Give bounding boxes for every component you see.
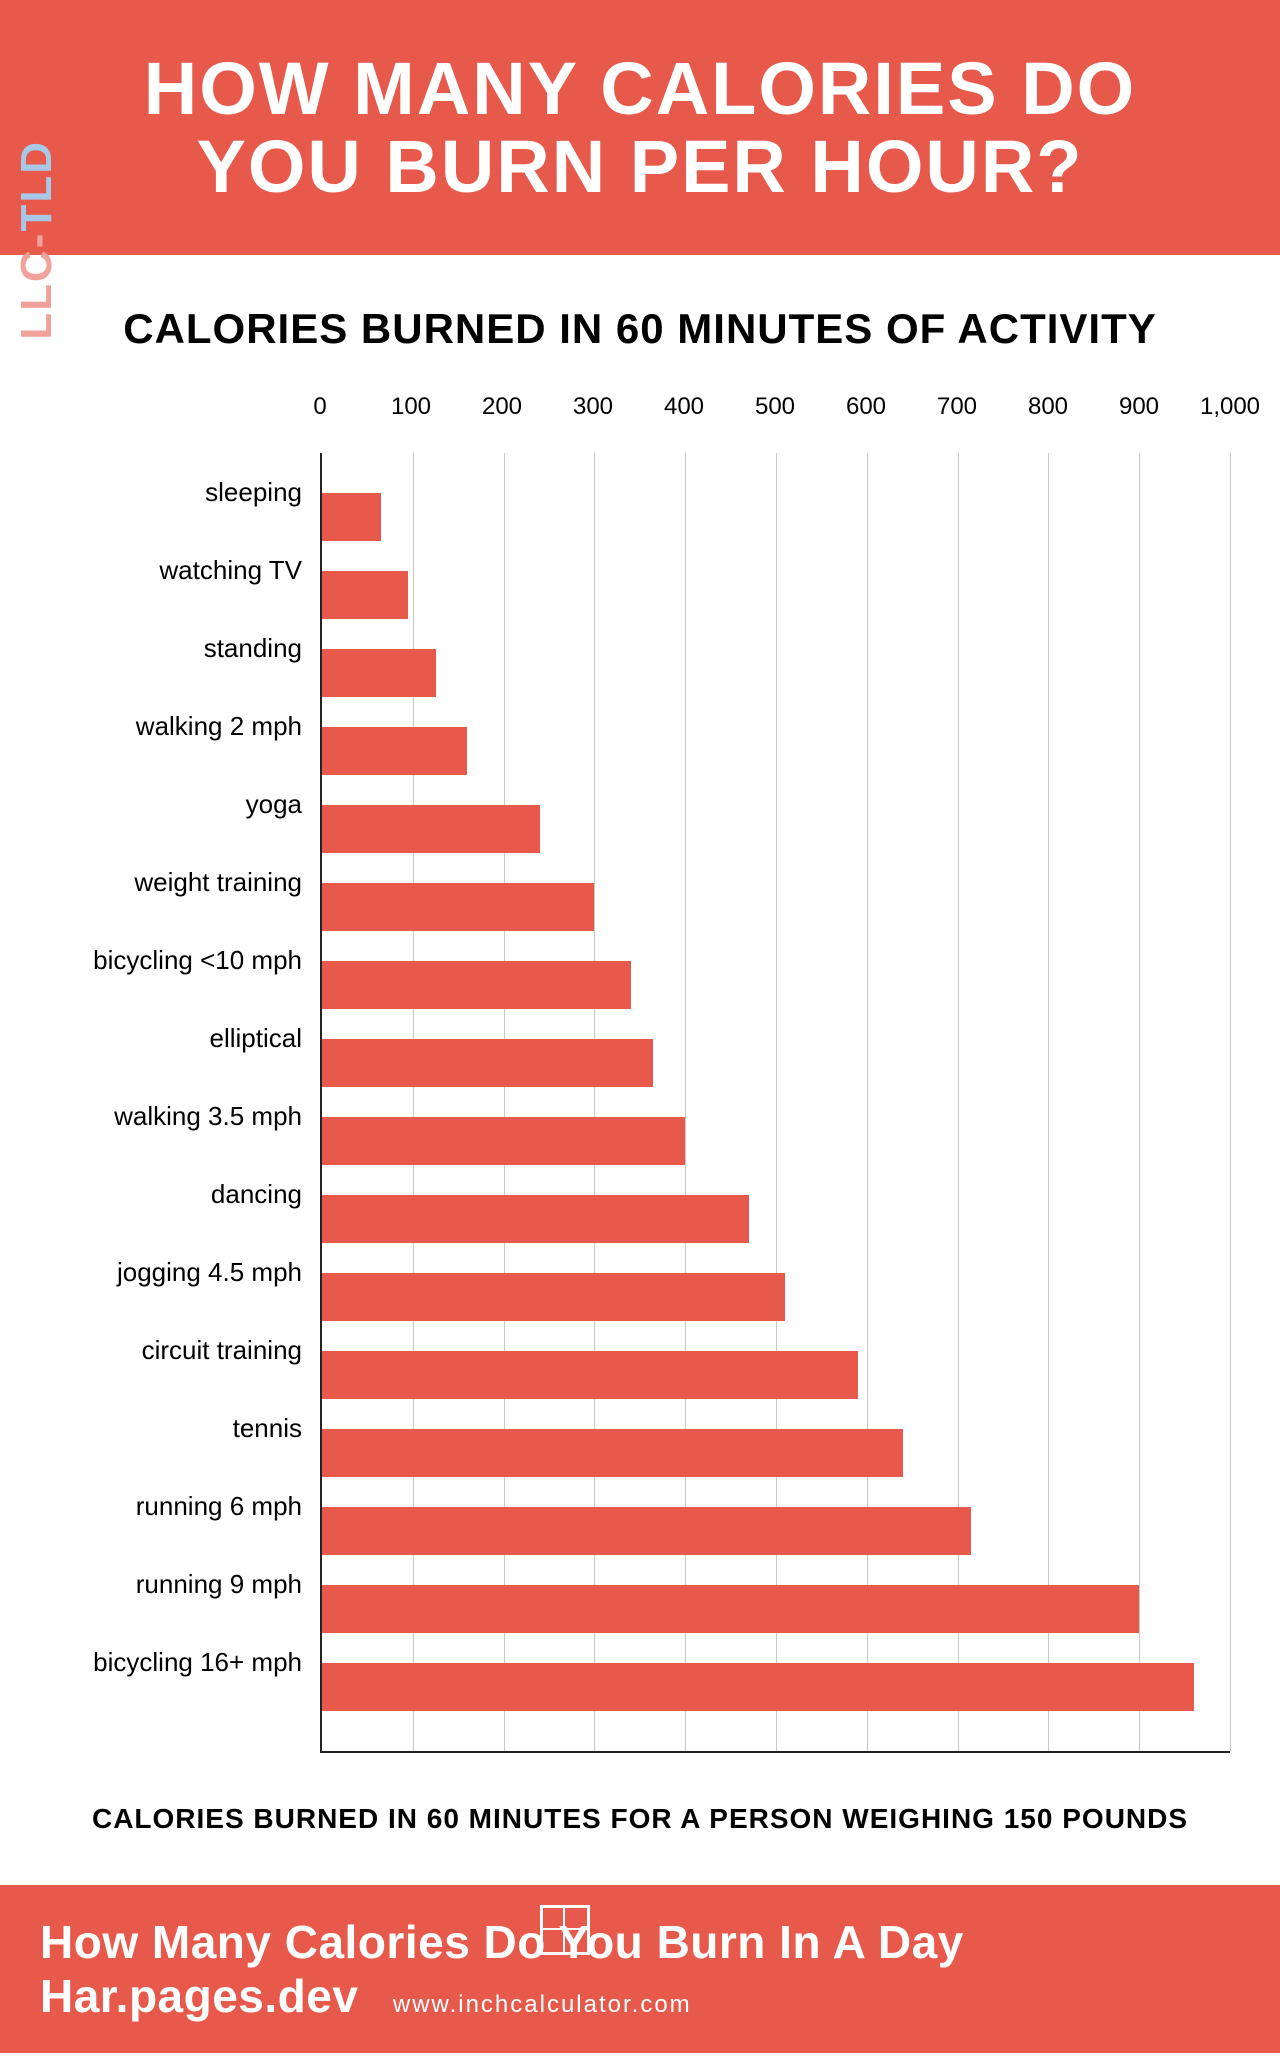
y-axis-labels: sleepingwatching TVstandingwalking 2 mph…: [50, 393, 320, 1753]
bar: [322, 1351, 858, 1399]
bar: [322, 883, 594, 931]
x-tick-label: 1,000: [1200, 393, 1260, 421]
bar: [322, 961, 631, 1009]
bar: [322, 1039, 653, 1087]
activity-label: yoga: [50, 765, 320, 843]
bar: [322, 571, 408, 619]
activity-label: walking 3.5 mph: [50, 1077, 320, 1155]
activity-label: circuit training: [50, 1311, 320, 1389]
bar-row: [322, 946, 1230, 1024]
bar-row: [322, 868, 1230, 946]
watermark-side: LLC-TLD: [12, 140, 62, 340]
bar: [322, 1273, 785, 1321]
chart-area: CALORIES BURNED IN 60 MINUTES OF ACTIVIT…: [0, 275, 1280, 1885]
bar: [322, 1507, 971, 1555]
bar: [322, 805, 540, 853]
bar: [322, 493, 381, 541]
infographic: LLC-TLD HOW MANY CALORIES DO YOU BURN PE…: [0, 0, 1280, 2053]
chart-caption: CALORIES BURNED IN 60 MINUTES FOR A PERS…: [50, 1803, 1230, 1835]
bar-row: [322, 1570, 1230, 1648]
activity-label: standing: [50, 609, 320, 687]
bars-container: [322, 453, 1230, 1751]
bar: [322, 1195, 749, 1243]
bar-row: [322, 1024, 1230, 1102]
bar-row: [322, 1414, 1230, 1492]
chart-title: CALORIES BURNED IN 60 MINUTES OF ACTIVIT…: [50, 305, 1230, 353]
x-tick-label: 800: [1028, 393, 1068, 421]
watermark-part2: TLD: [12, 140, 61, 232]
footer-bottom-row: Har.pages.dev www.inchcalculator.com: [40, 1969, 1240, 2023]
bar: [322, 1663, 1194, 1711]
bar-row: [322, 790, 1230, 868]
bar-row: [322, 1336, 1230, 1414]
x-tick-label: 500: [755, 393, 795, 421]
activity-label: dancing: [50, 1155, 320, 1233]
x-tick-label: 700: [937, 393, 977, 421]
x-axis-ticks: 01002003004005006007008009001,000: [320, 393, 1230, 453]
x-tick-label: 400: [664, 393, 704, 421]
bar: [322, 1117, 685, 1165]
activity-label: bicycling 16+ mph: [50, 1623, 320, 1701]
x-tick-label: 300: [573, 393, 613, 421]
x-tick-label: 200: [482, 393, 522, 421]
footer-banner: How Many Calories Do You Burn In A Day H…: [0, 1885, 1280, 2053]
plot-body: [320, 453, 1230, 1753]
bar-row: [322, 1648, 1230, 1726]
bar-row: [322, 634, 1230, 712]
activity-label: walking 2 mph: [50, 687, 320, 765]
bar-row: [322, 556, 1230, 634]
activity-label: elliptical: [50, 999, 320, 1077]
gridline: [1230, 453, 1231, 1751]
bar-row: [322, 1102, 1230, 1180]
bar: [322, 1429, 903, 1477]
bar: [322, 727, 467, 775]
watermark-part1: LLC-: [12, 232, 61, 340]
activity-label: running 6 mph: [50, 1467, 320, 1545]
bar-row: [322, 1492, 1230, 1570]
x-tick-label: 900: [1119, 393, 1159, 421]
page-title: HOW MANY CALORIES DO YOU BURN PER HOUR?: [60, 50, 1220, 205]
bar-row: [322, 478, 1230, 556]
footer-domain: Har.pages.dev: [40, 1969, 358, 2023]
bar: [322, 649, 436, 697]
footer-source-url: www.inchcalculator.com: [393, 1991, 692, 2019]
bar-row: [322, 1180, 1230, 1258]
x-tick-label: 100: [391, 393, 431, 421]
activity-label: bicycling <10 mph: [50, 921, 320, 999]
x-tick-label: 600: [846, 393, 886, 421]
bar-row: [322, 712, 1230, 790]
plot-area: 01002003004005006007008009001,000: [320, 393, 1230, 1753]
bar: [322, 1585, 1139, 1633]
activity-label: watching TV: [50, 531, 320, 609]
activity-label: tennis: [50, 1389, 320, 1467]
x-tick-label: 0: [313, 393, 326, 421]
grid-icon: [540, 1905, 590, 1955]
activity-label: running 9 mph: [50, 1545, 320, 1623]
bar-chart: sleepingwatching TVstandingwalking 2 mph…: [50, 393, 1230, 1753]
header-banner: HOW MANY CALORIES DO YOU BURN PER HOUR?: [0, 0, 1280, 255]
bar-row: [322, 1258, 1230, 1336]
footer-title: How Many Calories Do You Burn In A Day: [40, 1915, 1240, 1969]
activity-label: jogging 4.5 mph: [50, 1233, 320, 1311]
activity-label: sleeping: [50, 453, 320, 531]
activity-label: weight training: [50, 843, 320, 921]
